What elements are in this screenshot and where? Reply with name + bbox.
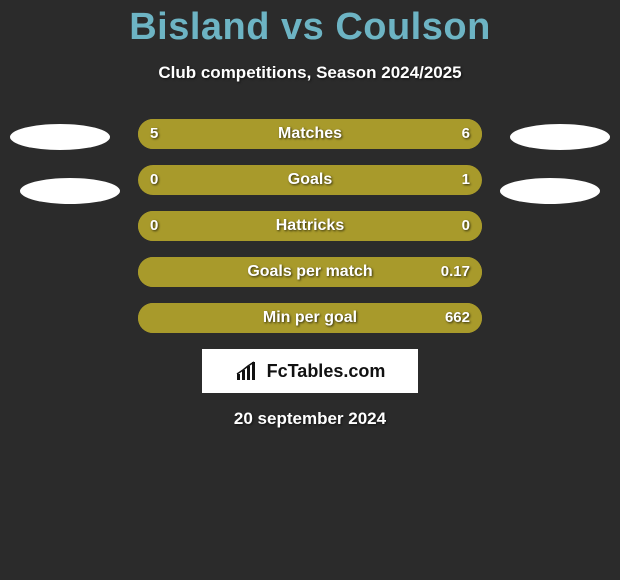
badge-text: FcTables.com bbox=[267, 361, 386, 382]
metric-label: Matches bbox=[138, 119, 482, 149]
metric-value-right: 1 bbox=[462, 165, 470, 195]
metric-value-right: 0 bbox=[462, 211, 470, 241]
metric-row: Hattricks0 0 bbox=[0, 203, 620, 249]
metric-label: Hattricks bbox=[138, 211, 482, 241]
metric-label: Min per goal bbox=[138, 303, 482, 333]
subtitle: Club competitions, Season 2024/2025 bbox=[0, 63, 620, 83]
metric-value-left: 5 bbox=[150, 119, 158, 149]
metric-value-right: 662 bbox=[445, 303, 470, 333]
metric-row: Matches5 6 bbox=[0, 111, 620, 157]
metric-value-left: 0 bbox=[150, 211, 158, 241]
badge-logo: FcTables.com bbox=[235, 360, 386, 382]
metric-row: Min per goal662 bbox=[0, 295, 620, 341]
metrics-list: Matches56Goals01Hattricks00Goals per mat… bbox=[0, 111, 620, 341]
metric-label: Goals bbox=[138, 165, 482, 195]
source-badge: FcTables.com bbox=[202, 349, 418, 393]
metric-row: Goals per match0.17 bbox=[0, 249, 620, 295]
page-title: Bisland vs Coulson bbox=[0, 0, 620, 49]
bars-icon bbox=[235, 360, 261, 382]
infographic-container: Bisland vs Coulson Club competitions, Se… bbox=[0, 0, 620, 429]
date-label: 20 september 2024 bbox=[0, 409, 620, 429]
metric-value-left: 0 bbox=[150, 165, 158, 195]
metric-label: Goals per match bbox=[138, 257, 482, 287]
metric-value-right: 0.17 bbox=[441, 257, 470, 287]
metric-value-right: 6 bbox=[462, 119, 470, 149]
metric-row: Goals0 1 bbox=[0, 157, 620, 203]
